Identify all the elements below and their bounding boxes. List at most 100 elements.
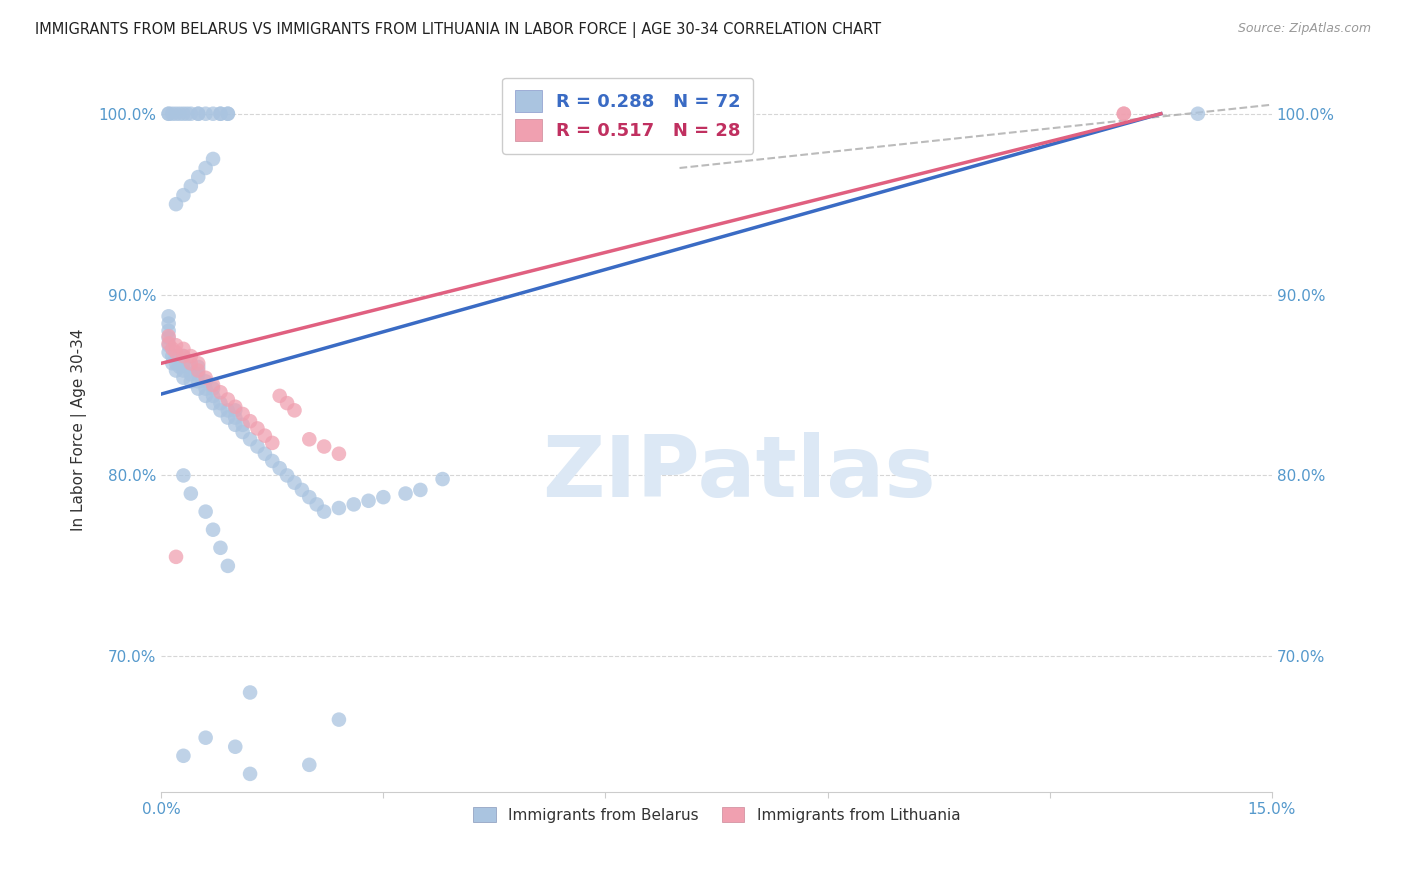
Point — [157, 107, 180, 121]
Point — [209, 107, 232, 121]
Point — [217, 558, 239, 573]
Point — [172, 468, 194, 483]
Point — [157, 310, 180, 324]
Point — [209, 541, 232, 555]
Point — [202, 382, 225, 396]
Point — [202, 389, 225, 403]
Point — [328, 447, 350, 461]
Text: IMMIGRANTS FROM BELARUS VS IMMIGRANTS FROM LITHUANIA IN LABOR FORCE | AGE 30-34 : IMMIGRANTS FROM BELARUS VS IMMIGRANTS FR… — [35, 22, 882, 38]
Point — [194, 107, 217, 121]
Point — [162, 107, 184, 121]
Point — [328, 713, 350, 727]
Point — [194, 389, 217, 403]
Point — [269, 389, 291, 403]
Point — [298, 490, 321, 504]
Point — [172, 349, 194, 363]
Point — [262, 436, 284, 450]
Point — [269, 461, 291, 475]
Point — [194, 505, 217, 519]
Point — [224, 410, 246, 425]
Point — [194, 731, 217, 745]
Point — [1112, 107, 1135, 121]
Point — [432, 472, 454, 486]
Point — [165, 107, 187, 121]
Point — [209, 385, 232, 400]
Point — [157, 324, 180, 338]
Point — [202, 152, 225, 166]
Point — [157, 345, 180, 359]
Point — [202, 396, 225, 410]
Point — [239, 685, 262, 699]
Point — [194, 382, 217, 396]
Point — [180, 349, 202, 363]
Point — [1112, 107, 1135, 121]
Y-axis label: In Labor Force | Age 30-34: In Labor Force | Age 30-34 — [72, 329, 87, 532]
Point — [291, 483, 314, 497]
Point — [162, 342, 184, 356]
Point — [180, 367, 202, 381]
Point — [253, 447, 276, 461]
Point — [202, 378, 225, 392]
Point — [165, 349, 187, 363]
Point — [343, 497, 366, 511]
Point — [180, 359, 202, 374]
Point — [194, 375, 217, 389]
Point — [224, 417, 246, 432]
Point — [187, 107, 209, 121]
Point — [217, 107, 239, 121]
Point — [209, 396, 232, 410]
Point — [172, 107, 194, 121]
Point — [276, 468, 298, 483]
Point — [373, 490, 395, 504]
Point — [187, 367, 209, 381]
Point — [157, 338, 180, 352]
Point — [217, 392, 239, 407]
Point — [180, 107, 202, 121]
Point — [209, 403, 232, 417]
Point — [202, 523, 225, 537]
Point — [298, 757, 321, 772]
Point — [187, 363, 209, 377]
Point — [172, 342, 194, 356]
Point — [169, 107, 191, 121]
Text: Source: ZipAtlas.com: Source: ZipAtlas.com — [1237, 22, 1371, 36]
Point — [180, 179, 202, 194]
Point — [187, 107, 209, 121]
Point — [187, 169, 209, 184]
Point — [232, 425, 254, 439]
Point — [232, 407, 254, 421]
Point — [172, 356, 194, 370]
Point — [172, 188, 194, 202]
Text: ZIPatlas: ZIPatlas — [541, 432, 935, 516]
Point — [165, 363, 187, 377]
Point — [276, 396, 298, 410]
Point — [328, 501, 350, 516]
Point — [194, 161, 217, 175]
Point — [262, 454, 284, 468]
Point — [194, 371, 217, 385]
Point — [283, 475, 305, 490]
Point — [157, 336, 180, 351]
Point — [187, 382, 209, 396]
Point — [224, 400, 246, 414]
Point — [314, 440, 336, 454]
Point — [239, 767, 262, 781]
Point — [187, 356, 209, 370]
Point — [239, 432, 262, 446]
Legend: Immigrants from Belarus, Immigrants from Lithuania: Immigrants from Belarus, Immigrants from… — [461, 795, 973, 835]
Point — [187, 359, 209, 374]
Point — [1187, 107, 1209, 121]
Point — [180, 356, 202, 370]
Point — [239, 414, 262, 428]
Point — [157, 107, 180, 121]
Point — [165, 356, 187, 370]
Point — [217, 107, 239, 121]
Point — [283, 403, 305, 417]
Point — [394, 486, 416, 500]
Point — [180, 375, 202, 389]
Point — [165, 549, 187, 564]
Point — [172, 748, 194, 763]
Point — [253, 428, 276, 442]
Point — [157, 329, 180, 343]
Point — [172, 349, 194, 363]
